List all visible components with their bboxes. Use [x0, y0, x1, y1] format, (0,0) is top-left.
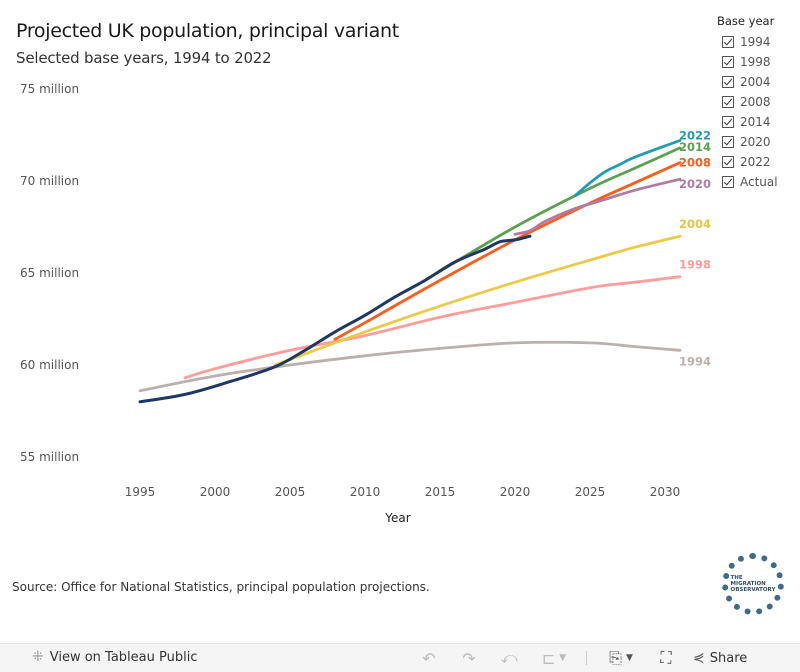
end-label-2014: 2014: [679, 140, 711, 154]
base-year-legend: Base year 1994 1998 2004 2008 2014 2020 2022 Ac…: [717, 14, 797, 192]
x-axis: 1995 2000 2005 2010 2015 2020 2025 2030: [125, 485, 681, 499]
legend-label: 2004: [740, 75, 771, 89]
legend-item-1998[interactable]: 1998: [722, 52, 797, 72]
legend-label: 2020: [740, 135, 771, 149]
tableau-toolbar: ⁜ View on Tableau Public ↶ ↷ ⤺ ⊏ ▼ ⎘ ▼ ⛶ ⋞…: [0, 643, 800, 672]
x-tick-label: 2020: [500, 485, 531, 499]
migration-observatory-logo: THE MIGRATION OBSERVATORY: [722, 553, 784, 615]
checkbox[interactable]: [722, 116, 734, 128]
series-line-2020[interactable]: [513, 177, 682, 236]
x-tick-label: 2015: [425, 485, 456, 499]
x-tick-label: 2000: [200, 485, 231, 499]
y-tick-label: 65 million: [20, 266, 79, 280]
legend-item-1994[interactable]: 1994: [722, 32, 797, 52]
fullscreen-button[interactable]: ⛶: [653, 647, 679, 669]
checkbox[interactable]: [722, 96, 734, 108]
download-icon: ⎘: [609, 648, 622, 667]
y-tick-label: 70 million: [20, 174, 79, 188]
share-button[interactable]: ⋞ Share: [693, 650, 747, 666]
view-on-tableau-button[interactable]: ⁜ View on Tableau Public: [32, 649, 197, 665]
download-dropdown-icon: ▼: [625, 653, 633, 663]
end-label-2008: 2008: [679, 156, 711, 170]
checkbox[interactable]: [722, 136, 734, 148]
legend-label: 1998: [740, 55, 771, 69]
checkbox[interactable]: [722, 156, 734, 168]
legend-item-2014[interactable]: 2014: [722, 112, 797, 132]
view-on-tableau-label: View on Tableau Public: [49, 649, 198, 665]
share-label: Share: [709, 650, 748, 666]
series-line-actual[interactable]: [138, 234, 532, 404]
series-line-2014[interactable]: [423, 146, 682, 282]
revert-button[interactable]: ⤺: [496, 647, 522, 669]
x-axis-label: Year: [384, 511, 410, 525]
line-chart: 55 million 60 million 65 million 70 million…: [20, 82, 711, 525]
legend-item-2020[interactable]: 2020: [722, 132, 797, 152]
redo-button[interactable]: ↷: [456, 647, 482, 669]
y-tick-label: 60 million: [20, 358, 79, 372]
undo-icon: ↶: [422, 648, 436, 668]
refresh-dropdown-icon: ▼: [559, 653, 567, 663]
series-line-2004[interactable]: [273, 234, 682, 367]
series-line-2022[interactable]: [573, 139, 682, 198]
legend-label: 2014: [740, 115, 771, 129]
y-tick-label: 75 million: [20, 82, 79, 96]
checkbox[interactable]: [722, 76, 734, 88]
legend-label: 2008: [740, 95, 771, 109]
legend-label: 1994: [740, 35, 771, 49]
legend-item-2022[interactable]: 2022: [722, 152, 797, 172]
toolbar-divider: [586, 651, 587, 665]
refresh-icon: ⊏: [541, 648, 556, 668]
x-tick-label: 1995: [125, 485, 156, 499]
legend-item-actual[interactable]: Actual: [722, 172, 797, 192]
legend-item-2008[interactable]: 2008: [722, 92, 797, 112]
checkbox[interactable]: [722, 56, 734, 68]
y-tick-label: 55 million: [20, 450, 79, 464]
legend-title: Base year: [717, 14, 775, 28]
end-label-1998: 1998: [679, 258, 711, 272]
series-line-1994[interactable]: [138, 340, 682, 393]
x-tick-label: 2025: [575, 485, 606, 499]
revert-icon: ⤺: [500, 648, 518, 667]
series-line-2008[interactable]: [333, 161, 682, 341]
legend-label: Actual: [740, 175, 778, 189]
download-button[interactable]: ⎘ ▼: [603, 647, 639, 669]
end-label-1994: 1994: [679, 354, 711, 368]
x-tick-label: 2005: [275, 485, 306, 499]
series-line-1998[interactable]: [183, 275, 682, 380]
tableau-icon: ⁜: [32, 649, 44, 665]
undo-button[interactable]: ↶: [416, 647, 442, 669]
legend-label: 2022: [740, 155, 771, 169]
series-lines: [138, 139, 682, 404]
fullscreen-icon: ⛶: [660, 648, 672, 667]
end-label-2022: 2022: [679, 129, 711, 143]
source-note: Source: Office for National Statistics, …: [12, 580, 430, 594]
share-icon: ⋞: [693, 650, 705, 666]
redo-icon: ↷: [462, 648, 476, 668]
chart-subtitle: Selected base years, 1994 to 2022: [16, 49, 272, 67]
y-axis: 55 million 60 million 65 million 70 million…: [20, 82, 79, 464]
chart-title: Projected UK population, principal varia…: [16, 20, 399, 42]
end-label-2004: 2004: [679, 217, 711, 231]
x-tick-label: 2010: [350, 485, 381, 499]
x-tick-label: 2030: [650, 485, 681, 499]
refresh-button[interactable]: ⊏ ▼: [536, 647, 572, 669]
checkbox[interactable]: [722, 176, 734, 188]
checkbox[interactable]: [722, 36, 734, 48]
end-label-2020: 2020: [679, 177, 711, 191]
logo-text: THE MIGRATION OBSERVATORY: [730, 575, 776, 593]
legend-item-2004[interactable]: 2004: [722, 72, 797, 92]
